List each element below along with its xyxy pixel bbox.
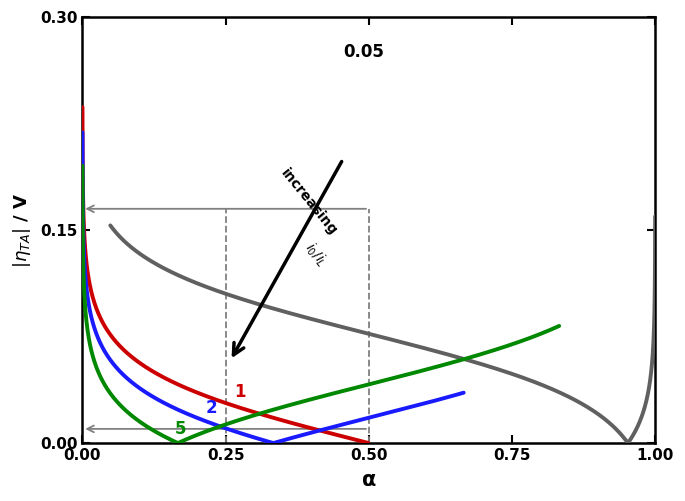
X-axis label: α: α <box>362 470 376 490</box>
Text: $i_0/i_L$: $i_0/i_L$ <box>301 239 331 270</box>
Text: 2: 2 <box>206 398 217 416</box>
Y-axis label: $|\eta_{TA}|$ / V: $|\eta_{TA}|$ / V <box>11 192 33 268</box>
Text: 1: 1 <box>234 383 246 401</box>
Text: 0.05: 0.05 <box>343 43 384 61</box>
Text: 5: 5 <box>175 420 187 438</box>
Text: increasing: increasing <box>277 166 340 237</box>
